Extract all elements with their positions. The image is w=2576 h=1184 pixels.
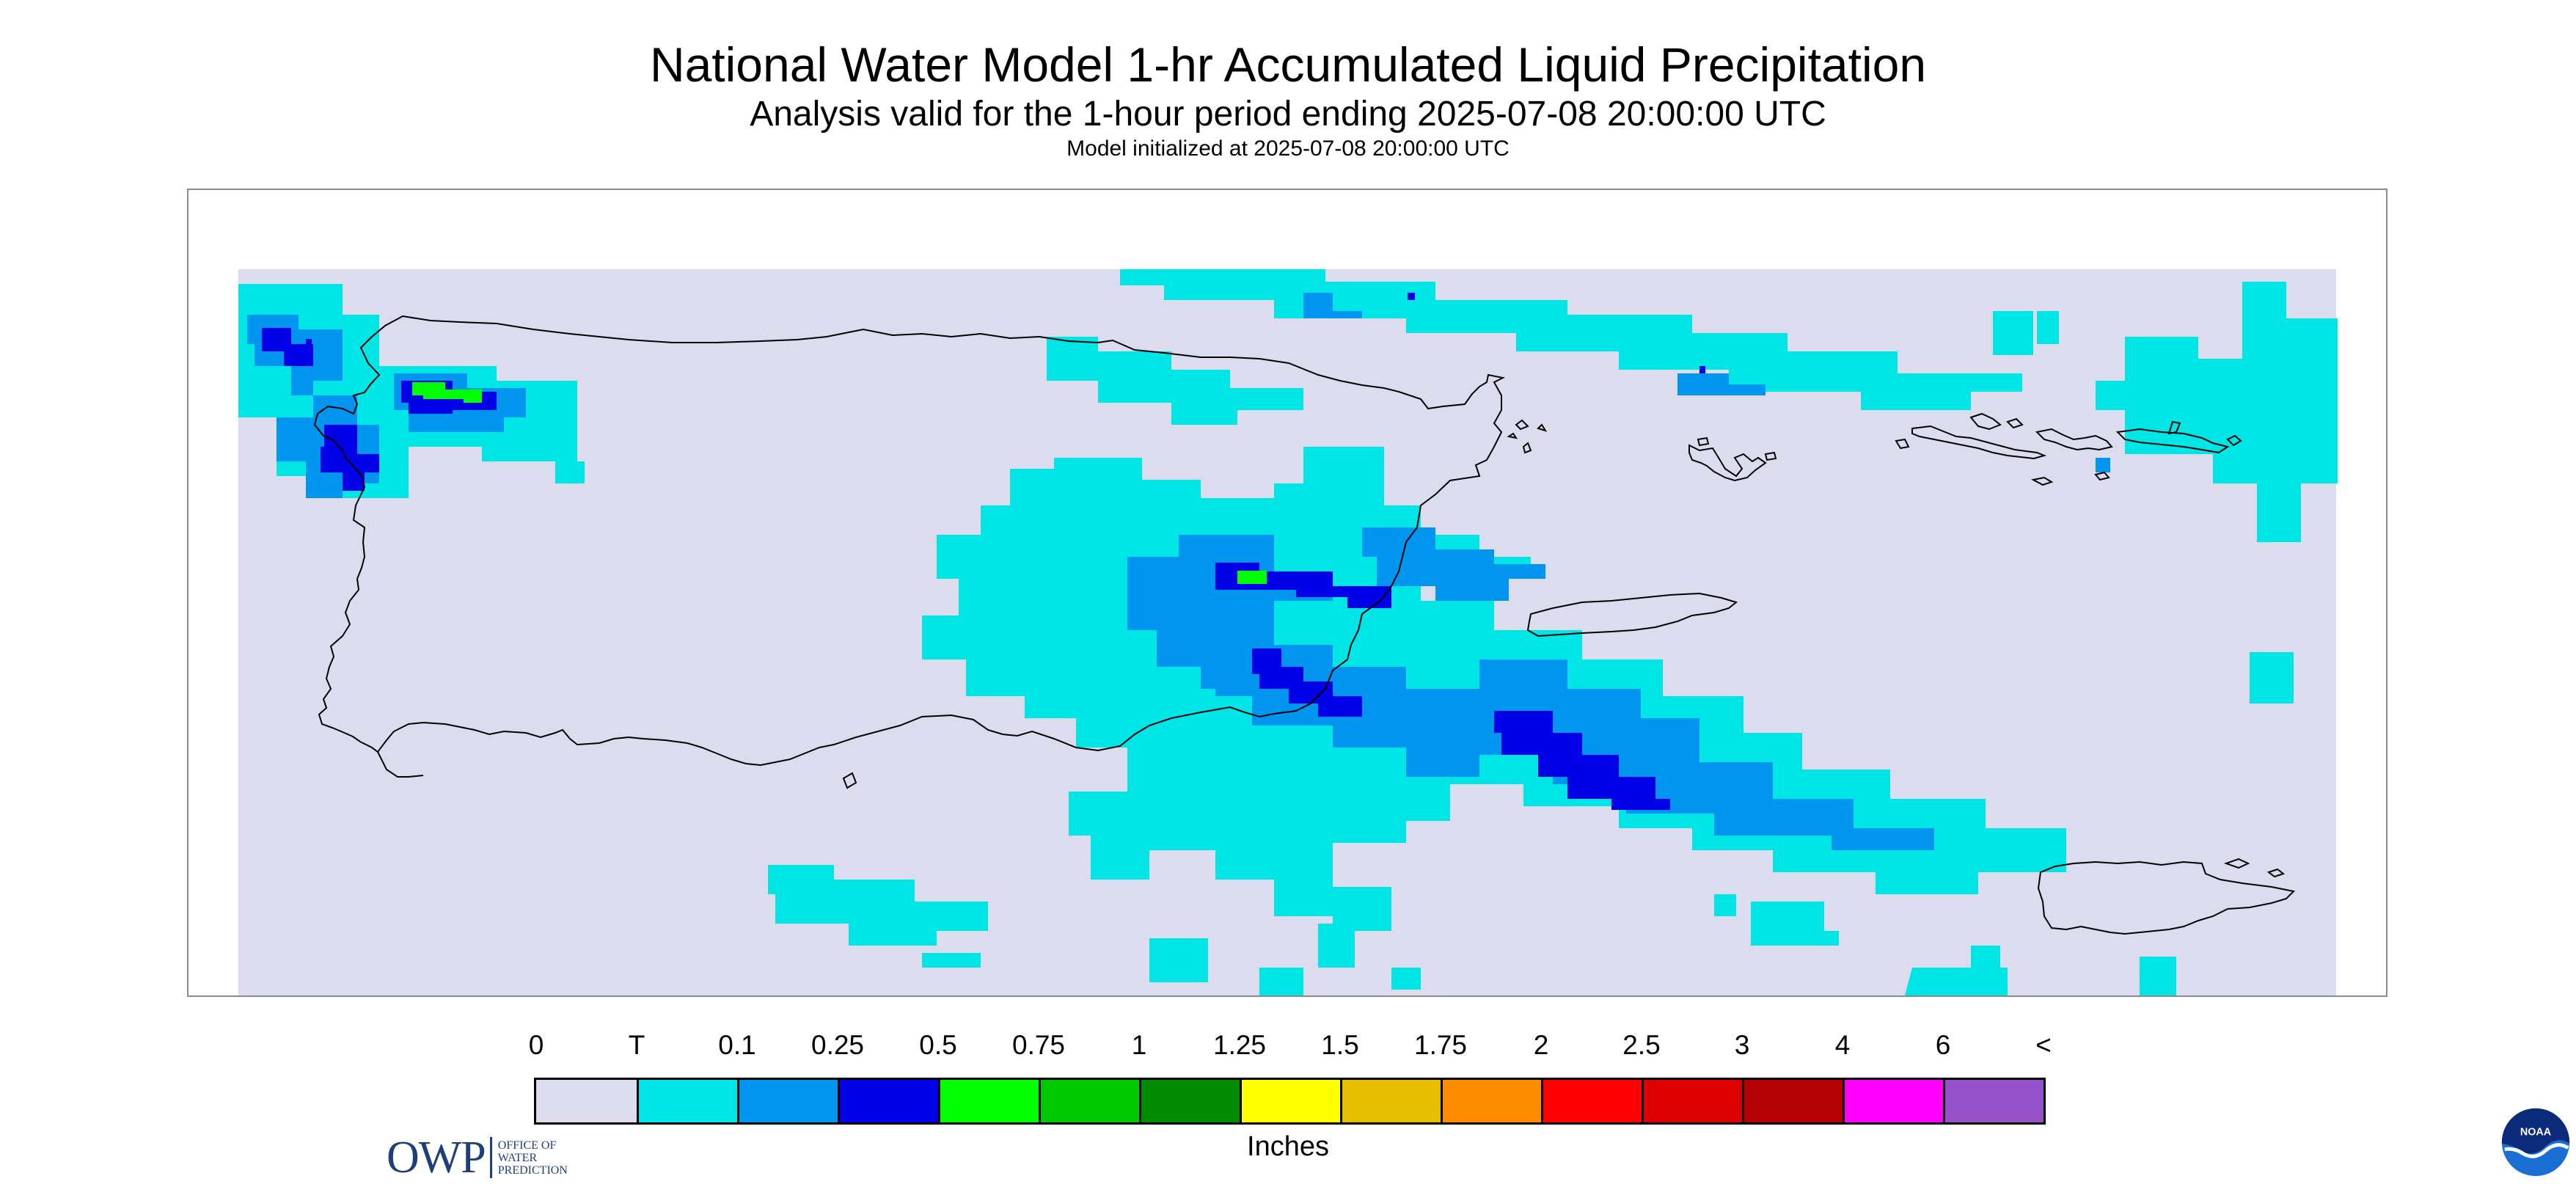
legend-tick-label: 0.75: [1011, 1030, 1066, 1060]
model-init-text: Model initialized at 2025-07-08 20:00:00…: [1066, 136, 1510, 161]
map-title: National Water Model 1-hr Accumulated Li…: [649, 37, 1927, 92]
owp-logo-line1: OFFICE OF: [497, 1139, 557, 1152]
noaa-logo: NOAA: [2501, 1108, 2570, 1177]
legend-tick-label: 1.25: [1212, 1030, 1267, 1060]
legend-colorbar: [534, 1078, 2046, 1125]
owp-logo: OWP OFFICE OF WATER PREDICTION: [387, 1133, 568, 1183]
legend-swatch: [1340, 1080, 1441, 1122]
legend-units: Inches: [1247, 1131, 1329, 1162]
legend-swatch: [838, 1080, 938, 1122]
legend-tick-label: T: [628, 1030, 645, 1060]
legend-swatch: [1541, 1080, 1642, 1122]
legend-tick-label: 0.5: [919, 1030, 957, 1060]
owp-logo-abbr: OWP: [387, 1132, 486, 1183]
legend-swatch: [536, 1080, 637, 1122]
legend-swatch: [1039, 1080, 1139, 1122]
legend-swatch: [1441, 1080, 1541, 1122]
map-subtitle: Analysis valid for the 1-hour period end…: [750, 95, 1826, 134]
legend-tick-label: 6: [1935, 1030, 1951, 1060]
owp-logo-text: OFFICE OF WATER PREDICTION: [498, 1139, 568, 1177]
legend-tick-label: 2.5: [1622, 1030, 1661, 1060]
legend-swatch: [1642, 1080, 1742, 1122]
legend-tick-label: 1: [1131, 1030, 1147, 1060]
legend-swatch: [1240, 1080, 1340, 1122]
legend-swatch: [1139, 1080, 1240, 1122]
legend-swatch: [938, 1080, 1039, 1122]
legend-tick-label: 2: [1533, 1030, 1549, 1060]
legend-tick-label: 1.75: [1413, 1030, 1468, 1060]
legend-tick-label: 4: [1834, 1030, 1851, 1060]
legend-swatch: [1943, 1080, 2043, 1122]
legend-swatch: [637, 1080, 737, 1122]
legend-tick-label: 0: [528, 1030, 544, 1060]
legend-tick-label: 0.25: [811, 1030, 865, 1060]
owp-logo-divider: [489, 1137, 492, 1178]
legend-swatch: [1843, 1080, 1943, 1122]
precipitation-map-canvas: [189, 190, 2386, 995]
owp-logo-line3: PREDICTION: [497, 1163, 568, 1177]
legend-tick-label: <: [2035, 1030, 2052, 1060]
legend-tick-label: 1.5: [1321, 1030, 1359, 1060]
owp-logo-line2: WATER: [497, 1151, 538, 1164]
legend-labels: 0 T 0.1 0.25 0.5 0.75 1 1.25 1.5 1.75 2 2.5 3 4 6 <: [0, 1030, 2576, 1067]
noaa-logo-text: NOAA: [2520, 1126, 2552, 1138]
precipitation-map: OWP OFFICE OF WATER PREDICTION NOAA: [187, 189, 2570, 1183]
legend-swatch: [737, 1080, 838, 1122]
legend-tick-label: 3: [1734, 1030, 1750, 1060]
coastlines: [313, 315, 2296, 935]
precip-heavy-areas: [412, 382, 1267, 584]
legend-tick-label: 0.1: [718, 1030, 756, 1060]
legend-swatch: [1742, 1080, 1843, 1122]
